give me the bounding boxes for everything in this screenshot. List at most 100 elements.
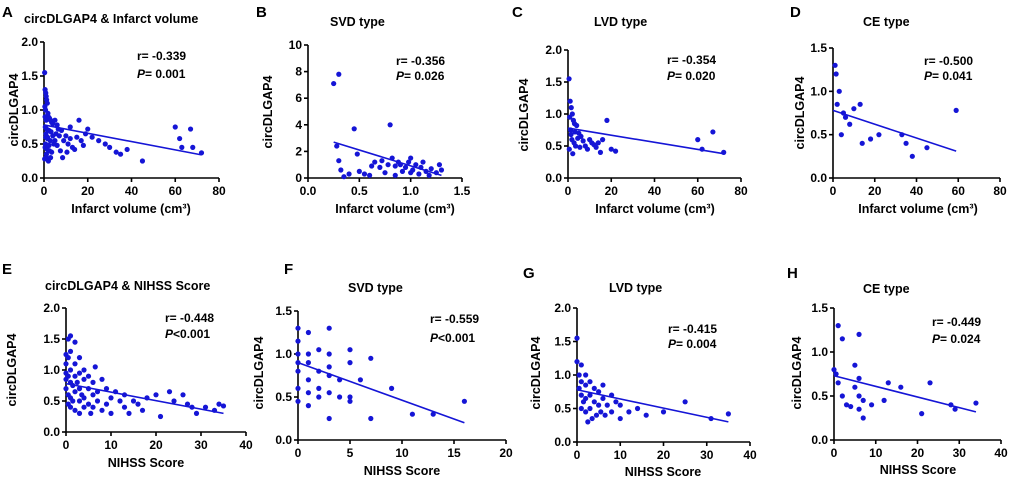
data-point [220,403,227,409]
data-point [859,140,865,146]
panel-title: SVD type [330,15,385,29]
data-point [833,71,839,77]
data-point [305,403,311,409]
y-axis-label: circDLGAP4 [7,73,21,146]
p-symbol: P [396,69,405,83]
data-point [337,394,343,400]
data-point [843,402,850,408]
y-tick-label: 4 [295,118,302,132]
data-point [856,375,862,381]
data-point [305,360,311,366]
data-point [72,339,78,345]
data-point [919,411,925,417]
data-point [596,402,602,408]
y-tick-label: 0.0 [554,435,571,449]
y-axis-label: circDLGAP4 [529,336,543,409]
data-point [835,380,841,386]
panel-letter: C [512,4,523,21]
data-point [54,142,60,148]
y-tick-label: 0.0 [545,171,562,185]
x-axis-label: Infarct volume (cm³) [595,202,714,216]
y-tick-label: 2 [295,144,302,158]
x-axis-label: NIHSS Score [108,456,184,470]
p-text: <0.001 [438,331,475,345]
x-tick-label: 40 [125,184,139,198]
data-point [50,133,56,139]
data-point [305,329,311,336]
x-tick-label: 15 [447,446,461,460]
y-tick-label: 10 [289,38,303,52]
data-point [583,409,589,415]
x-tick-label: 1.0 [402,184,419,198]
data-point [909,153,915,159]
panel-letter: E [2,261,12,278]
data-point [406,159,412,165]
data-point [76,370,83,376]
data-point [587,392,593,398]
data-point [336,71,342,77]
data-point [334,143,340,149]
data-point [67,333,74,339]
panel-title: SVD type [348,281,403,295]
y-tick-label: 0.0 [275,433,292,447]
data-point [852,362,858,368]
x-tick-label: 0.0 [300,184,317,198]
x-tick-label: 30 [194,438,208,452]
p-symbol: P [668,337,677,351]
x-tick-label: 5 [347,446,354,460]
y-tick-label: 1.0 [275,347,292,361]
y-tick-label: 0.0 [811,433,828,447]
data-point [326,325,332,331]
data-point [357,377,363,383]
x-tick-label: 0 [830,184,837,198]
data-point [216,401,222,407]
data-point [430,411,436,417]
data-point [867,136,874,142]
x-tick-label: 0 [565,184,572,198]
data-point [574,359,580,365]
data-point [177,135,183,142]
data-point [72,146,78,153]
data-point [372,159,378,165]
data-point [295,368,301,374]
r-value: r= -0.559 [430,312,479,326]
panel-title: LVD type [609,281,662,295]
data-point [885,380,891,386]
y-tick-label: 1.5 [554,335,571,349]
x-tick-label: 60 [169,184,183,198]
p-text: = 0.020 [675,69,716,83]
data-point [860,415,866,421]
data-point [382,170,388,176]
p-symbol: P [932,332,941,346]
data-point [130,398,137,404]
data-point [568,105,574,111]
data-point [326,415,332,422]
data-point [85,373,92,379]
data-point [408,155,414,161]
data-point [428,166,434,172]
regression-line [833,374,977,413]
x-axis-label: Infarct volume (cm³) [858,202,977,216]
data-point [578,392,584,398]
panel-title: LVD type [594,15,647,29]
data-point [171,398,177,404]
data-point [180,392,186,398]
x-tick-label: 0 [63,438,70,452]
data-point [102,141,108,147]
plot-area: 0.0 0.5 1.0 1.5 2.0 0 10 20 30 40 [554,301,757,462]
p-value: P<0.001 [430,331,475,345]
data-point [43,151,50,157]
data-point [74,134,80,140]
data-point [326,390,332,396]
data-point [587,379,593,385]
x-tick-label: 80 [734,184,748,198]
y-tick-label: 2.0 [21,35,38,49]
p-value: P= 0.004 [668,337,717,351]
plot-area: 0.0 0.5 1.0 1.5 2.0 0 10 20 30 40 [43,301,253,452]
panel-title: circDLGAP4 & NIHSS Score [45,279,210,293]
x-tick-label: 20 [81,184,95,198]
data-point [103,386,110,392]
x-tick-label: 30 [700,448,714,462]
data-point [578,362,584,368]
panel-d: D CE type 0.0 0.5 1.0 1.5 0 20 40 60 80 circDLGA… [790,4,1007,216]
